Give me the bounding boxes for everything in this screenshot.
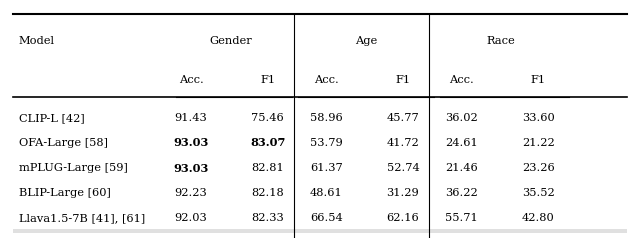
Text: 75.46: 75.46 xyxy=(252,113,284,123)
Text: 82.33: 82.33 xyxy=(252,213,284,223)
Text: 82.18: 82.18 xyxy=(252,188,284,198)
Text: 23.26: 23.26 xyxy=(522,163,554,173)
Text: 55.71: 55.71 xyxy=(445,213,477,223)
Text: F1: F1 xyxy=(396,75,410,85)
Text: Age: Age xyxy=(355,36,377,46)
Text: Model: Model xyxy=(19,36,55,46)
Text: BLIP-Large [60]: BLIP-Large [60] xyxy=(19,188,111,198)
Text: 42.80: 42.80 xyxy=(522,213,554,223)
Text: 52.74: 52.74 xyxy=(387,163,419,173)
Text: 41.72: 41.72 xyxy=(387,138,419,148)
Text: 36.02: 36.02 xyxy=(445,113,477,123)
Text: 33.60: 33.60 xyxy=(522,113,554,123)
Text: 62.16: 62.16 xyxy=(387,213,419,223)
Text: Llava1.5-7B [41], [61]: Llava1.5-7B [41], [61] xyxy=(19,213,145,223)
Text: 21.22: 21.22 xyxy=(522,138,554,148)
Text: Acc.: Acc. xyxy=(449,75,474,85)
Text: OFA-Large [58]: OFA-Large [58] xyxy=(19,138,108,148)
Text: 91.43: 91.43 xyxy=(175,113,207,123)
Text: 45.77: 45.77 xyxy=(387,113,419,123)
Text: 92.23: 92.23 xyxy=(175,188,207,198)
Text: 93.03: 93.03 xyxy=(173,138,209,149)
Text: 92.83: 92.83 xyxy=(173,237,209,238)
Text: 61.37: 61.37 xyxy=(310,163,342,173)
Text: F1: F1 xyxy=(531,75,546,85)
Text: 31.29: 31.29 xyxy=(387,188,419,198)
Text: F1: F1 xyxy=(260,75,275,85)
Text: Acc.: Acc. xyxy=(179,75,204,85)
Text: Race: Race xyxy=(487,36,516,46)
Text: CLIP-L [42]: CLIP-L [42] xyxy=(19,113,84,123)
Text: 36.22: 36.22 xyxy=(445,188,477,198)
Text: 83.07: 83.07 xyxy=(250,138,285,149)
Text: 58.96: 58.96 xyxy=(310,113,342,123)
Text: 53.79: 53.79 xyxy=(310,138,342,148)
Text: Llava1.5-13B [41], [61]: Llava1.5-13B [41], [61] xyxy=(19,237,152,238)
Text: 82.81: 82.81 xyxy=(252,163,284,173)
Text: 83.21: 83.21 xyxy=(250,237,285,238)
Text: 66.54: 66.54 xyxy=(310,213,342,223)
Text: 93.03: 93.03 xyxy=(173,163,209,174)
FancyBboxPatch shape xyxy=(13,229,627,238)
Text: 24.61: 24.61 xyxy=(445,138,477,148)
Text: 48.61: 48.61 xyxy=(310,188,342,198)
Text: 35.52: 35.52 xyxy=(522,188,554,198)
Text: 92.03: 92.03 xyxy=(175,213,207,223)
Text: 21.46: 21.46 xyxy=(445,163,477,173)
Text: 70.00: 70.00 xyxy=(385,237,420,238)
Text: 72.27: 72.27 xyxy=(308,237,344,238)
Text: Acc.: Acc. xyxy=(314,75,339,85)
Text: 55.91: 55.91 xyxy=(444,237,479,238)
Text: Gender: Gender xyxy=(209,36,252,46)
Text: 44.33: 44.33 xyxy=(520,237,556,238)
Text: mPLUG-Large [59]: mPLUG-Large [59] xyxy=(19,163,128,173)
